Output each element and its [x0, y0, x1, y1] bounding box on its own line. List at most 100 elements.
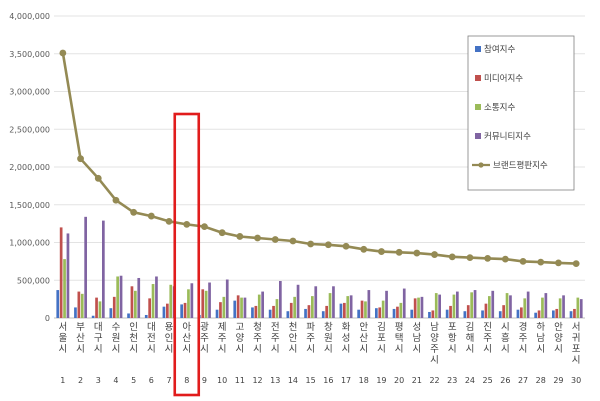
bar-참여지수-30 — [569, 311, 573, 318]
x-index-label: 25 — [483, 376, 493, 385]
x-index-label: 30 — [571, 376, 581, 385]
bar-미디어지수-18 — [360, 300, 364, 318]
x-index-label: 3 — [96, 376, 101, 385]
point-브랜드평판지수-26 — [501, 255, 509, 263]
bar-커뮤니티지수-9 — [208, 282, 211, 318]
bar-참여지수-11 — [233, 300, 237, 318]
bar-참여지수-13 — [268, 309, 272, 318]
bar-미디어지수-30 — [573, 308, 576, 318]
point-브랜드평판지수-30 — [572, 260, 580, 268]
bar-참여지수-10 — [215, 309, 219, 318]
x-index-label: 5 — [131, 376, 136, 385]
bar-커뮤니티지수-15 — [314, 286, 318, 318]
bar-소통지수-10 — [222, 296, 226, 318]
x-index-label: 21 — [412, 376, 422, 385]
bar-소통지수-8 — [187, 289, 190, 318]
point-브랜드평판지수-25 — [484, 254, 492, 262]
bar-미디어지수-5 — [130, 286, 134, 318]
y-tick-label: 0 — [45, 314, 50, 323]
bar-미디어지수-24 — [466, 305, 470, 318]
point-브랜드평판지수-27 — [519, 257, 527, 265]
bar-소통지수-11 — [240, 297, 243, 318]
bar-커뮤니티지수-13 — [279, 281, 282, 318]
bar-소통지수-18 — [364, 301, 367, 318]
point-브랜드평판지수-2 — [77, 155, 84, 163]
point-브랜드평판지수-16 — [324, 241, 332, 249]
bar-미디어지수-8 — [183, 302, 187, 318]
bar-미디어지수-12 — [254, 305, 258, 318]
bar-미디어지수-15 — [307, 305, 311, 318]
point-브랜드평판지수-11 — [236, 233, 244, 240]
bar-미디어지수-20 — [396, 306, 399, 318]
x-index-label: 14 — [288, 376, 298, 385]
bar-커뮤니티지수-10 — [225, 279, 229, 318]
bar-커뮤니티지수-3 — [102, 220, 105, 318]
x-index-label: 26 — [500, 376, 510, 385]
bar-소통지수-23 — [452, 294, 456, 318]
x-index-label: 12 — [252, 376, 262, 385]
bar-커뮤니티지수-1 — [66, 233, 70, 318]
x-index-label: 28 — [536, 376, 546, 385]
x-index-label: 24 — [465, 376, 475, 385]
bar-소통지수-13 — [275, 299, 279, 318]
legend-label: 브랜드평판지수 — [493, 160, 548, 171]
point-브랜드평판지수-19 — [378, 248, 385, 255]
bar-참여지수-16 — [321, 311, 325, 318]
x-index-label: 9 — [202, 376, 207, 385]
point-브랜드평판지수-23 — [448, 253, 456, 261]
bar-미디어지수-3 — [95, 297, 98, 318]
bar-커뮤니티지수-18 — [367, 290, 371, 318]
bar-참여지수-24 — [463, 311, 467, 318]
y-tick-label: 1,000,000 — [9, 239, 50, 248]
point-브랜드평판지수-14 — [289, 237, 297, 245]
bar-참여지수-18 — [357, 309, 360, 318]
bar-커뮤니티지수-5 — [137, 277, 141, 318]
bar-참여지수-14 — [286, 311, 290, 318]
bar-참여지수-5 — [127, 313, 130, 318]
bar-소통지수-30 — [576, 297, 580, 318]
bar-커뮤니티지수-21 — [420, 296, 424, 318]
bar-참여지수-25 — [481, 310, 484, 318]
bar-소통지수-7 — [169, 284, 173, 318]
bar-소통지수-4 — [116, 276, 119, 318]
bar-미디어지수-2 — [77, 291, 81, 318]
bar-참여지수-4 — [109, 308, 113, 318]
bar-참여지수-23 — [445, 309, 449, 318]
bar-소통지수-17 — [346, 296, 350, 318]
x-index-label: 6 — [149, 376, 154, 385]
y-tick-label: 2,000,000 — [9, 163, 50, 172]
bar-커뮤니티지수-24 — [473, 290, 477, 318]
bar-커뮤니티지수-2 — [84, 216, 87, 318]
bar-미디어지수-25 — [484, 303, 488, 318]
bar-참여지수-27 — [516, 309, 520, 318]
bar-소통지수-20 — [399, 302, 403, 318]
point-브랜드평판지수-1 — [59, 49, 67, 57]
bar-미디어지수-14 — [289, 302, 293, 318]
legend-swatch — [475, 104, 481, 110]
y-tick-label: 500,000 — [17, 276, 50, 285]
bar-소통지수-25 — [488, 296, 491, 318]
x-index-label: 11 — [235, 376, 245, 385]
x-index-label: 17 — [341, 376, 351, 385]
point-브랜드평판지수-18 — [360, 245, 368, 253]
bar-미디어지수-26 — [502, 305, 505, 318]
point-브랜드평판지수-15 — [307, 240, 315, 248]
bar-커뮤니티지수-20 — [402, 288, 406, 318]
x-index-label: 27 — [518, 376, 528, 385]
bar-소통지수-24 — [470, 292, 473, 318]
x-index-label: 23 — [447, 376, 457, 385]
bar-참여지수-7 — [162, 306, 166, 318]
point-브랜드평판지수-13 — [271, 236, 279, 243]
bar-참여지수-8 — [180, 304, 183, 318]
point-브랜드평판지수-8 — [183, 220, 191, 228]
